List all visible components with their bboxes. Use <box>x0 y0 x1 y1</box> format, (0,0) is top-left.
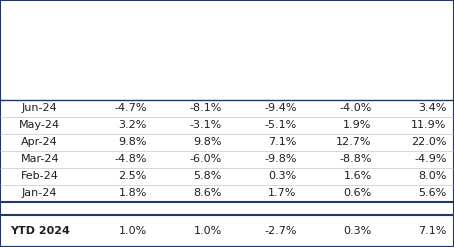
Text: 1.0%: 1.0% <box>193 226 222 236</box>
Text: 51-60: 51-60 <box>255 81 293 94</box>
Text: Apr-24: Apr-24 <box>21 137 58 147</box>
Text: 1.7%: 1.7% <box>268 188 296 198</box>
Text: -4.0%: -4.0% <box>339 103 371 113</box>
Text: Mar-24: Mar-24 <box>20 154 59 164</box>
Text: 12.7%: 12.7% <box>336 137 371 147</box>
Text: 3.4%: 3.4% <box>418 103 447 113</box>
Text: 0.3%: 0.3% <box>268 171 296 181</box>
Text: -3.1%: -3.1% <box>189 120 222 130</box>
Text: 71+: 71+ <box>417 81 443 94</box>
Text: -9.4%: -9.4% <box>264 103 296 113</box>
Text: 7.1%: 7.1% <box>268 137 296 147</box>
Text: Feb-24: Feb-24 <box>21 171 59 181</box>
Text: 0.6%: 0.6% <box>343 188 371 198</box>
Text: Jun-24: Jun-24 <box>22 103 58 113</box>
Text: 1.9%: 1.9% <box>343 120 371 130</box>
Text: 1.8%: 1.8% <box>118 188 147 198</box>
Text: (year over year): (year over year) <box>185 58 269 68</box>
Text: 8.0%: 8.0% <box>418 171 447 181</box>
Text: -5.1%: -5.1% <box>264 120 296 130</box>
Text: 9.8%: 9.8% <box>193 137 222 147</box>
Text: Jan-24: Jan-24 <box>22 188 58 198</box>
Text: -4.7%: -4.7% <box>114 103 147 113</box>
Text: 7.1%: 7.1% <box>418 226 447 236</box>
Text: -9.8%: -9.8% <box>264 154 296 164</box>
Text: -4.9%: -4.9% <box>414 154 447 164</box>
Text: 3.2%: 3.2% <box>118 120 147 130</box>
Text: 0.3%: 0.3% <box>343 226 371 236</box>
Text: Age Groups: Age Groups <box>183 36 271 49</box>
Text: 8.6%: 8.6% <box>193 188 222 198</box>
Text: -8.8%: -8.8% <box>339 154 371 164</box>
Text: YTD 2024: YTD 2024 <box>10 226 69 236</box>
Text: 61-70: 61-70 <box>331 81 368 94</box>
Text: 31-50: 31-50 <box>181 81 218 94</box>
Text: 0-30: 0-30 <box>114 81 143 94</box>
Text: 11.9%: 11.9% <box>411 120 447 130</box>
Text: 2.5%: 2.5% <box>118 171 147 181</box>
Text: 1.0%: 1.0% <box>118 226 147 236</box>
Text: 5.6%: 5.6% <box>418 188 447 198</box>
Text: -2.7%: -2.7% <box>264 226 296 236</box>
Text: Monthly % Change: Monthly % Change <box>158 16 296 29</box>
Text: -6.0%: -6.0% <box>189 154 222 164</box>
Text: -8.1%: -8.1% <box>189 103 222 113</box>
Text: 1.6%: 1.6% <box>343 171 371 181</box>
Text: -4.8%: -4.8% <box>114 154 147 164</box>
Text: May-24: May-24 <box>19 120 60 130</box>
Text: 9.8%: 9.8% <box>118 137 147 147</box>
Text: 5.8%: 5.8% <box>193 171 222 181</box>
Text: 22.0%: 22.0% <box>411 137 447 147</box>
